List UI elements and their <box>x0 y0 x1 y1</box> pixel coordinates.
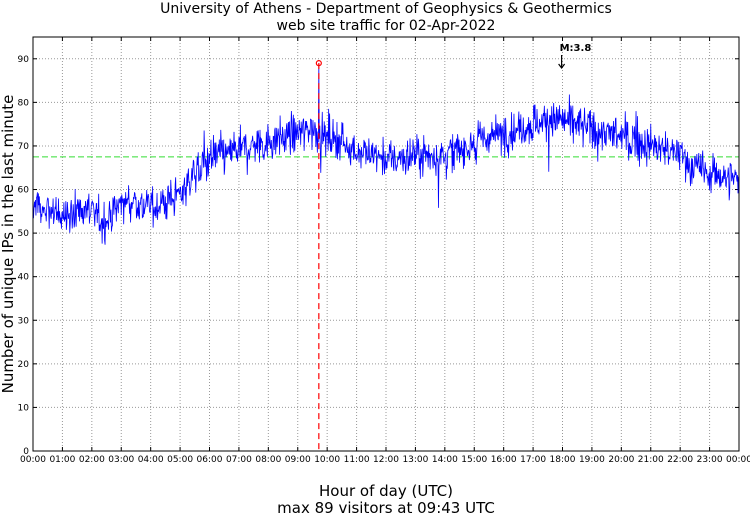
x-tick-label: 07:00 <box>226 455 252 465</box>
chart-title-line1: University of Athens - Department of Geo… <box>160 1 612 17</box>
x-axis-label: Hour of day (UTC) <box>319 482 453 500</box>
series-line <box>32 63 739 245</box>
x-tick-label: 21:00 <box>638 455 664 465</box>
x-tick-label: 06:00 <box>197 455 223 465</box>
y-tick-label: 70 <box>18 142 30 152</box>
chart-title-line2: web site traffic for 02-Apr-2022 <box>277 18 496 34</box>
grid-lines <box>33 37 739 451</box>
x-tick-label: 12:00 <box>373 455 399 465</box>
x-tick-label: 03:00 <box>108 455 134 465</box>
x-tick-label: 04:00 <box>138 455 164 465</box>
x-tick-label: 16:00 <box>491 455 517 465</box>
x-tick-label: 08:00 <box>255 455 281 465</box>
y-tick-label: 20 <box>18 360 30 370</box>
x-tick-label: 02:00 <box>79 455 105 465</box>
y-tick-label: 50 <box>18 229 30 239</box>
y-tick-label: 40 <box>18 273 30 283</box>
y-tick-label: 0 <box>23 447 29 457</box>
x-tick-label: 10:00 <box>314 455 340 465</box>
x-tick-label: 14:00 <box>432 455 458 465</box>
y-tick-label: 80 <box>18 98 30 108</box>
x-axis-ticks: 00:00 01:00 02:00 03:00 04:00 05:00 06:00 07:00… <box>20 37 750 465</box>
x-tick-label: 13:00 <box>402 455 428 465</box>
chart-subtitle: max 89 visitors at 09:43 UTC <box>277 499 495 515</box>
x-tick-label: 01:00 <box>49 455 75 465</box>
y-tick-label: 90 <box>18 55 30 65</box>
x-tick-label: 17:00 <box>520 455 546 465</box>
x-tick-label: 18:00 <box>550 455 576 465</box>
y-axis-label: Number of unique IPs in the last minute <box>0 95 17 394</box>
y-tick-label: 10 <box>18 403 30 413</box>
x-tick-label: 22:00 <box>667 455 693 465</box>
x-tick-label: 15:00 <box>461 455 487 465</box>
y-tick-label: 60 <box>18 186 30 196</box>
plot-frame <box>32 36 740 452</box>
x-tick-label: 00:00 <box>726 455 750 465</box>
y-axis-ticks: 0 10 20 30 40 50 60 70 80 90 <box>18 55 739 457</box>
x-tick-label: 11:00 <box>344 455 370 465</box>
annotation-arrow-head <box>558 63 566 69</box>
x-tick-label: 09:00 <box>285 455 311 465</box>
x-tick-label: 23:00 <box>697 455 723 465</box>
y-tick-label: 30 <box>18 316 30 326</box>
annotation-label: M:3.8 <box>560 43 592 54</box>
x-tick-label: 20:00 <box>608 455 634 465</box>
x-tick-label: 05:00 <box>167 455 193 465</box>
x-tick-label: 19:00 <box>579 455 605 465</box>
max-marker-point <box>315 60 322 67</box>
x-tick-label: 00:00 <box>20 455 46 465</box>
